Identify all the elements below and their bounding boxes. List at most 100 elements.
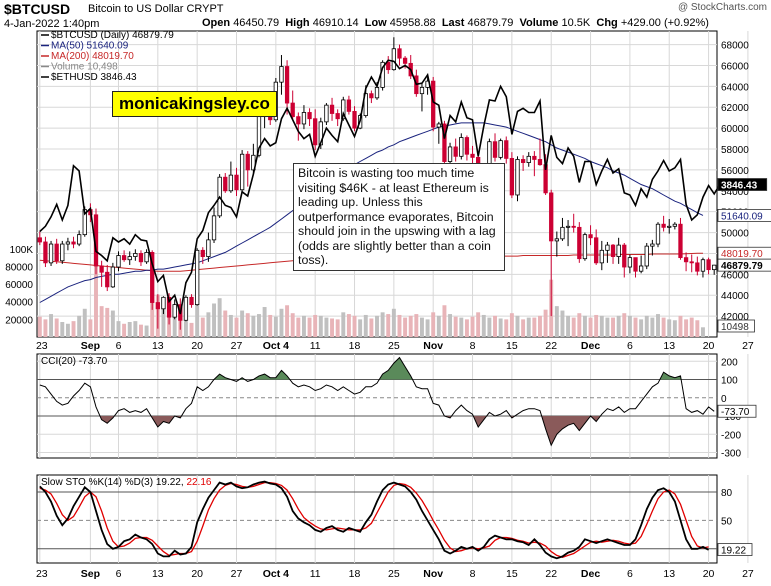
- candle-body: [391, 48, 397, 71]
- candle-body: [329, 104, 335, 114]
- candle-body: [228, 174, 234, 192]
- candle-body: [700, 259, 706, 272]
- cci-value-box: [717, 404, 757, 418]
- symbol: $BTCUSD: [4, 1, 71, 17]
- volume-bar: [633, 317, 638, 337]
- x-axis-label: 20: [703, 568, 715, 580]
- volume-bar: [234, 317, 239, 337]
- volume-bar: [301, 315, 306, 337]
- volume-bar: [521, 319, 526, 337]
- volume-bar: [122, 323, 127, 337]
- x-axis-label: 6: [116, 340, 122, 352]
- candle-body: [565, 225, 571, 228]
- volume-bar: [217, 298, 222, 337]
- candle-body: [144, 252, 149, 263]
- volume-bar: [408, 315, 413, 337]
- volume-bar: [330, 318, 335, 337]
- candle-body: [678, 223, 683, 259]
- volume-bar: [504, 319, 509, 337]
- volume-bar: [324, 317, 329, 337]
- chart-header: $BTCUSD Bitcoin to US Dollar CRYPT @ Sto…: [0, 0, 771, 31]
- volume-bar: [431, 312, 436, 337]
- volume-bar: [363, 314, 368, 337]
- volume-bar: [678, 315, 683, 337]
- candle-body: [419, 86, 425, 95]
- candle-body: [616, 244, 621, 257]
- x-axis-label: 27: [742, 568, 754, 580]
- candle-body: [644, 245, 649, 267]
- price-tick-label: 54000: [721, 187, 749, 198]
- volume-bar: [656, 314, 660, 337]
- candle-body: [661, 223, 666, 228]
- price-tick-label: 56000: [721, 166, 749, 177]
- volume-bar: [54, 318, 59, 337]
- candle-body: [60, 243, 65, 262]
- price-tick-label: 66000: [721, 61, 749, 72]
- volume-bar: [397, 314, 402, 337]
- candle-body: [577, 226, 582, 260]
- candle-body: [605, 244, 610, 251]
- candle-body: [447, 146, 453, 162]
- volume-bar: [661, 317, 666, 337]
- cci-tick-label: 0: [721, 394, 727, 405]
- candle-body: [172, 304, 177, 318]
- candle-body: [138, 253, 144, 263]
- x-axis-label: 20: [703, 340, 715, 352]
- volume-bar: [442, 305, 447, 337]
- candle-body: [464, 137, 470, 155]
- candle-body: [48, 243, 54, 264]
- candle-body: [363, 93, 368, 116]
- cci-value-label: -73.70: [721, 407, 750, 418]
- volume-bar: [459, 317, 464, 337]
- candle-body: [206, 239, 211, 257]
- ohlc-stats: Open 46450.79 High 46910.14 Low 45958.88…: [202, 17, 709, 29]
- candle-body: [318, 121, 323, 146]
- value-label-box: [717, 319, 755, 333]
- sto-tick-label: 80: [721, 488, 733, 499]
- value-label-text: 46879.79: [721, 261, 763, 272]
- x-axis-label: 27: [231, 340, 243, 352]
- price-tick-label: 62000: [721, 103, 749, 114]
- volume-bar: [88, 319, 93, 337]
- volume-bar: [335, 319, 340, 337]
- volume-bar: [599, 315, 604, 337]
- x-axis-label: 23: [36, 340, 48, 352]
- volume-bar: [268, 314, 273, 337]
- logo-watermark: monicakingsley.co: [112, 91, 277, 117]
- candle-body: [200, 249, 205, 257]
- x-axis-label: 23: [36, 568, 48, 580]
- volume-bar: [189, 322, 194, 337]
- volume-bar: [554, 306, 559, 337]
- candle-body: [532, 155, 537, 160]
- candle-body: [537, 159, 543, 166]
- candle-body: [610, 244, 616, 257]
- volume-label: Volume: [519, 17, 559, 29]
- volume-bar: [414, 314, 419, 337]
- candle-body: [127, 256, 132, 261]
- volume-bar: [71, 321, 76, 337]
- candle-body: [374, 86, 380, 99]
- volume-bar: [127, 322, 132, 337]
- candle-body: [655, 223, 661, 245]
- candle-body: [223, 176, 228, 192]
- candle-body: [166, 296, 172, 318]
- x-axis-label: 8: [470, 568, 476, 580]
- candle-body: [335, 113, 340, 120]
- volume-bar: [425, 319, 430, 337]
- volume-bar: [37, 316, 42, 337]
- volume-bar: [49, 314, 54, 337]
- volume-bar: [509, 313, 514, 337]
- volume-bar: [228, 314, 233, 337]
- volume-bar: [650, 317, 655, 337]
- volume-bar: [526, 317, 531, 337]
- legend-label: Volume 10,498: [51, 62, 118, 73]
- candle-body: [492, 141, 498, 158]
- x-axis-label: Oct 4: [263, 568, 289, 580]
- candle-body: [599, 249, 604, 264]
- cci-tick-label: -200: [721, 430, 741, 441]
- x-axis-label: Nov: [423, 568, 443, 580]
- x-axis-label: 6: [116, 568, 122, 580]
- candle-body: [520, 159, 526, 163]
- candle-body: [706, 259, 711, 271]
